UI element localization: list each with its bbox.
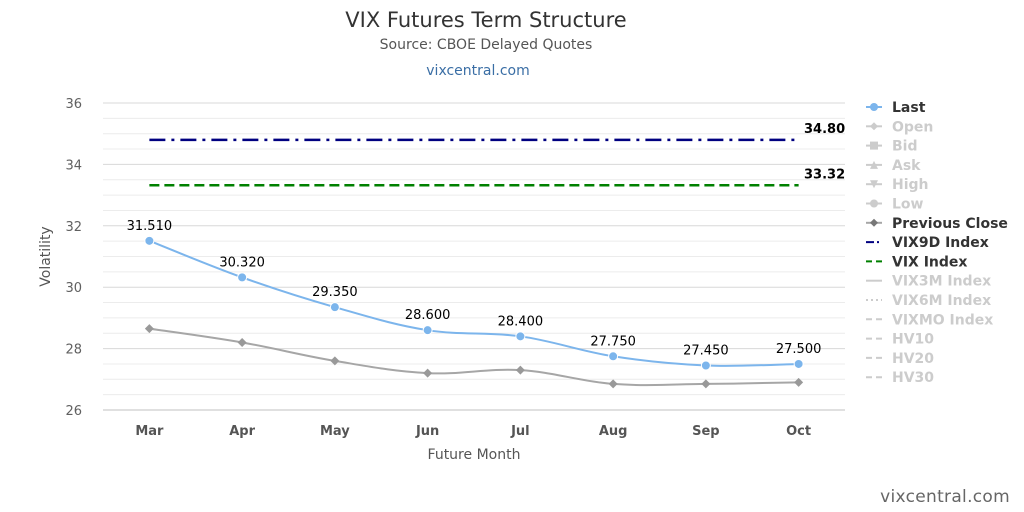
last-point[interactable] [700,360,711,371]
reference-line-label: 34.80 [804,122,845,137]
x-tick-label: Oct [786,424,811,439]
x-tick-label: Apr [229,424,255,439]
chart-subtitle: Source: CBOE Delayed Quotes [379,37,593,53]
legend-label: VIX Index [892,254,967,270]
last-point[interactable] [144,235,155,246]
previous-close-point[interactable] [237,337,247,347]
y-tick-label: 36 [65,97,82,112]
legend-item-vix9d-index[interactable]: VIX9D Index [866,235,989,251]
y-tick-label: 26 [65,404,82,419]
previous-close-point[interactable] [423,368,433,378]
x-axis-title: Future Month [428,447,521,463]
x-tick-label: Jul [510,424,530,439]
y-tick-label: 30 [65,281,82,296]
legend-item-vix3m-index[interactable]: VIX3M Index [866,274,991,290]
legend-label: VIX6M Index [892,293,991,309]
data-label: 29.350 [312,285,358,300]
legend-label: Previous Close [892,216,1008,232]
previous-close-point[interactable] [515,365,525,375]
last-point[interactable] [515,331,526,342]
legend-marker [870,180,878,189]
legend-marker [870,160,878,169]
chart-title: VIX Futures Term Structure [345,8,627,32]
legend-item-hv30[interactable]: HV30 [866,370,934,386]
data-label: 27.500 [776,342,822,357]
legend-marker [870,199,878,208]
legend-label: Bid [892,139,918,155]
legend-item-ask[interactable]: Ask [866,158,921,174]
x-tick-label: Jun [415,424,439,439]
last-point[interactable] [237,272,248,283]
legend-label: HV30 [892,370,934,386]
legend-label: Ask [892,158,921,174]
x-tick-label: May [320,424,350,439]
y-axis-title: Volatility [38,226,54,286]
legend-item-vix6m-index[interactable]: VIX6M Index [866,293,991,309]
x-tick-label: Mar [135,424,164,439]
last-series-line[interactable] [149,239,799,367]
legend-item-low[interactable]: Low [866,197,924,213]
legend-label: Last [892,100,926,116]
legend-label: Low [892,197,924,213]
legend-marker [870,103,878,111]
legend-marker [870,122,878,131]
legend-label: Open [892,119,933,135]
reference-line-label: 33.32 [804,167,845,182]
legend-marker [870,141,878,150]
legend-label: VIX3M Index [892,274,991,290]
x-tick-label: Aug [599,424,628,439]
last-point[interactable] [608,351,619,362]
legend-item-vix-index[interactable]: VIX Index [866,254,967,270]
legend-item-high[interactable]: High [866,177,929,193]
legend-item-vixmo-index[interactable]: VIXMO Index [866,312,993,328]
last-point[interactable] [793,358,804,369]
previous-close-point[interactable] [701,379,711,389]
previous-close-point[interactable] [794,377,804,387]
legend-item-last[interactable]: Last [866,100,926,116]
legend-item-bid[interactable]: Bid [866,139,918,155]
previous-close-point[interactable] [330,356,340,366]
legend-item-hv20[interactable]: HV20 [866,351,934,367]
data-label: 27.750 [590,334,636,349]
legend-label: VIXMO Index [892,312,993,328]
legend-item-previous-close[interactable]: Previous Close [866,216,1008,232]
chart-credit[interactable]: vixcentral.com [880,487,1010,507]
data-label: 28.400 [498,314,544,329]
legend-label: HV20 [892,351,934,367]
data-label: 30.320 [219,255,265,270]
legend-label: High [892,177,929,193]
legend-label: VIX9D Index [892,235,989,251]
y-tick-label: 34 [65,158,82,173]
previous-close-point[interactable] [144,324,154,334]
previous-close-series-line[interactable] [149,327,799,387]
x-tick-label: Sep [692,424,720,439]
legend-marker [870,218,878,227]
last-point[interactable] [422,325,433,336]
data-label: 28.600 [405,308,451,323]
y-tick-label: 28 [65,343,82,358]
last-point[interactable] [329,302,340,313]
data-label: 31.510 [127,219,173,234]
y-tick-label: 32 [65,220,82,235]
source-link[interactable]: vixcentral.com [426,63,530,79]
previous-close-point[interactable] [608,379,618,389]
legend-item-hv10[interactable]: HV10 [866,332,934,348]
legend-item-open[interactable]: Open [866,119,933,135]
data-label: 27.450 [683,343,729,358]
legend-label: HV10 [892,332,934,348]
